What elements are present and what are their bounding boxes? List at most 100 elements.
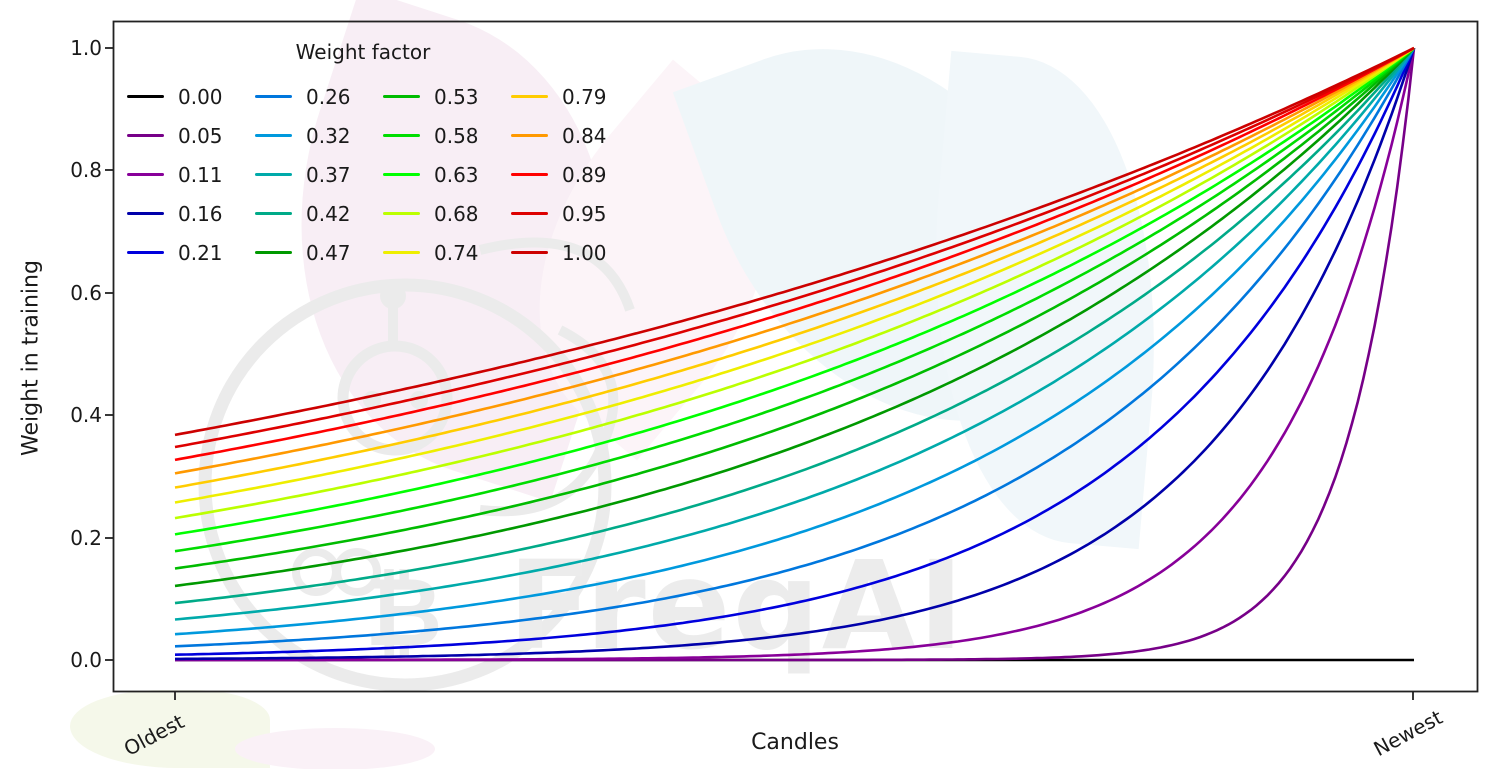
legend-swatch	[383, 250, 420, 255]
ytick-label: 1.0	[70, 36, 102, 60]
legend-item: 0.68	[383, 204, 511, 224]
logo-wing-lower	[479, 325, 619, 517]
legend-item: 0.42	[255, 204, 383, 224]
legend-swatch	[511, 250, 548, 255]
legend-swatch	[255, 94, 292, 99]
legend-label: 0.37	[306, 162, 351, 187]
legend-item: 0.58	[383, 126, 511, 146]
legend-swatch	[255, 211, 292, 216]
legend-item: 0.21	[127, 243, 255, 263]
legend-swatch	[255, 250, 292, 255]
legend-item: 0.37	[255, 165, 383, 185]
legend-item: 0.53	[383, 87, 511, 107]
legend-label: 0.89	[562, 162, 607, 187]
legend-swatch	[255, 172, 292, 177]
watermark-leaf-green	[70, 690, 270, 768]
legend-item: 0.00	[127, 87, 255, 107]
logo-right-eye	[410, 391, 428, 409]
legend-swatch	[511, 94, 548, 99]
legend: 0.00 0.05 0.11 0.16 0.21 0.26 0.32 0.37 0.42 0.47…	[127, 77, 639, 272]
legend-item: 1.00	[511, 243, 639, 263]
legend-swatch	[511, 211, 548, 216]
legend-label: 0.32	[306, 123, 351, 148]
legend-item: 0.89	[511, 165, 639, 185]
legend-label: 0.11	[178, 162, 223, 187]
axes-box	[112, 20, 1479, 693]
legend-label: 0.21	[178, 240, 223, 265]
legend-swatch	[255, 133, 292, 138]
curve-factor-0.21	[174, 47, 1416, 656]
watermark-text: FreqAI	[508, 535, 966, 677]
legend-swatch	[383, 133, 420, 138]
legend-item: 0.74	[383, 243, 511, 263]
curve-factor-0.32	[174, 47, 1416, 636]
legend-swatch	[511, 133, 548, 138]
legend-label: 0.79	[562, 84, 607, 109]
legend-swatch	[511, 172, 548, 177]
logo-head	[337, 340, 453, 456]
curve-factor-0.95	[174, 46, 1415, 449]
legend-label: 1.00	[562, 240, 607, 265]
x-axis-label: Candles	[751, 730, 839, 755]
legend-swatch	[383, 211, 420, 216]
ytick-label: 0.8	[70, 158, 102, 182]
watermark-leaf-pink-bottom	[235, 728, 435, 769]
curve-factor-0.37	[174, 47, 1416, 621]
legend-label: 0.95	[562, 201, 607, 226]
legend-label: 0.74	[434, 240, 479, 265]
legend-label: 0.58	[434, 123, 479, 148]
curve-factor-0.42	[174, 47, 1415, 605]
legend-item: 0.79	[511, 87, 639, 107]
legend-label: 0.84	[562, 123, 607, 148]
legend-item: 0.26	[255, 87, 383, 107]
legend-label: 0.00	[178, 84, 223, 109]
legend-label: 0.42	[306, 201, 351, 226]
legend-title: Weight factor	[295, 40, 431, 64]
curve-factor-0.79	[174, 46, 1415, 489]
curve-factor-0.26	[174, 47, 1416, 648]
curve-factor-0.16	[175, 47, 1416, 661]
legend-label: 0.68	[434, 201, 479, 226]
ytick-label: 0.0	[70, 648, 102, 672]
legend-swatch	[127, 94, 164, 99]
legend-swatch	[127, 211, 164, 216]
logo-ring-right	[333, 548, 381, 596]
legend-item: 0.11	[127, 165, 255, 185]
legend-label: 0.53	[434, 84, 479, 109]
curve-factor-0.84	[174, 46, 1415, 475]
legend-item: 0.16	[127, 204, 255, 224]
legend-item: 0.84	[511, 126, 639, 146]
legend-label: 0.47	[306, 240, 351, 265]
curve-factor-0.89	[174, 46, 1415, 462]
legend-swatch	[127, 172, 164, 177]
legend-item: 0.32	[255, 126, 383, 146]
legend-swatch	[383, 94, 420, 99]
legend-swatch	[383, 172, 420, 177]
ytick-label: 0.2	[70, 526, 102, 550]
curve-factor-0.58	[174, 47, 1415, 553]
curve-factor-0.53	[174, 47, 1415, 570]
curve-factor-0.11	[175, 47, 1416, 662]
curve-factor-0.74	[174, 46, 1415, 504]
legend-item: 0.47	[255, 243, 383, 263]
logo-outer-circle	[198, 278, 612, 692]
ytick-label: 0.6	[70, 281, 102, 305]
legend-item: 0.63	[383, 165, 511, 185]
legend-label: 0.16	[178, 201, 223, 226]
curve-factor-1.00	[174, 46, 1415, 437]
ytick-label: 0.4	[70, 403, 102, 427]
logo-wing-upper	[478, 237, 635, 312]
tick-marks	[105, 47, 1414, 700]
y-axis-label: Weight in training	[18, 260, 44, 456]
curve-factor-0.68	[174, 46, 1415, 520]
logo-antenna-ball	[380, 283, 406, 309]
legend-label: 0.05	[178, 123, 223, 148]
curve-factor-0.47	[174, 47, 1415, 588]
legend-item: 0.95	[511, 204, 639, 224]
legend-label: 0.63	[434, 162, 479, 187]
legend-label: 0.26	[306, 84, 351, 109]
